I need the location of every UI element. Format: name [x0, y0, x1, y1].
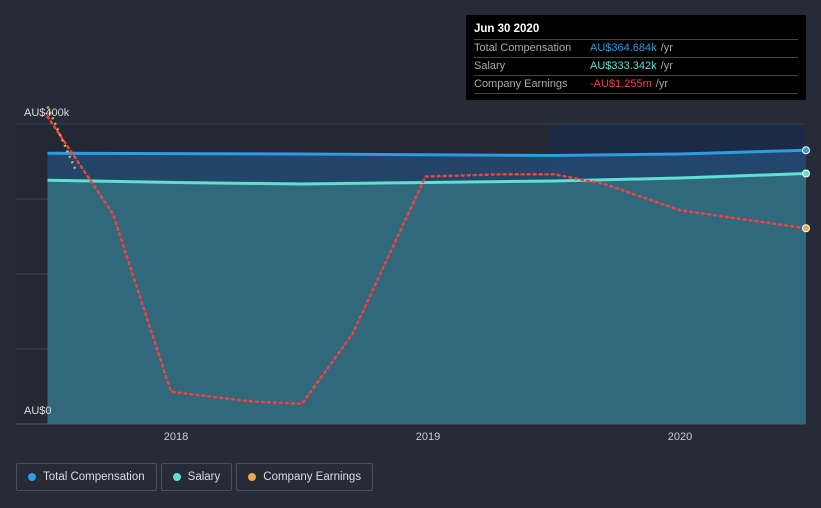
legend-dot-icon [172, 473, 181, 481]
tooltip-value: -AU$1.255m [590, 78, 652, 90]
tooltip-row-salary: Salary AU$333.342k/yr [474, 58, 798, 76]
salary-point [802, 169, 810, 178]
x-tick-label: 2018 [163, 431, 189, 443]
tooltip-label: Salary [474, 60, 506, 72]
tooltip-row-earnings: Company Earnings -AU$1.255m/yr [474, 76, 798, 94]
legend-dot-icon [28, 473, 36, 481]
tooltip-label: Company Earnings [474, 78, 568, 90]
legend-label: Salary [187, 471, 221, 483]
legend-label: Company Earnings [263, 471, 362, 483]
x-tick-label: 2020 [667, 431, 693, 443]
total-compensation-line [47, 148, 807, 158]
legend: Total Compensation Salary Company Earnin… [16, 463, 374, 491]
legend-company-earnings[interactable]: Company Earnings [236, 463, 374, 491]
tooltip-value: AU$364.684k [590, 42, 657, 54]
x-tick-label: 2019 [415, 431, 441, 443]
legend-dot-icon [248, 473, 257, 481]
legend-total-compensation[interactable]: Total Compensation [16, 463, 157, 491]
tooltip-unit: /yr [660, 42, 673, 54]
salary-area [47, 173, 807, 424]
total-compensation-point [802, 146, 810, 155]
y-tick-label: AU$400k [24, 107, 70, 119]
tooltip-row-total: Total Compensation AU$364.684k/yr [474, 40, 798, 58]
tooltip-unit: /yr [660, 60, 673, 72]
y-tick-label: AU$0 [24, 405, 52, 417]
legend-label: Total Compensation [43, 471, 145, 483]
company-earnings-line [46, 115, 808, 406]
legend-salary[interactable]: Salary [160, 463, 233, 491]
tooltip-value: AU$333.342k [590, 60, 657, 72]
tooltip: Jun 30 2020 Total Compensation AU$364.684… [466, 15, 806, 100]
tooltip-label: Total Compensation [474, 42, 572, 54]
tooltip-unit: /yr [655, 78, 668, 90]
tooltip-date: Jun 30 2020 [474, 23, 798, 40]
salary-line [47, 172, 807, 186]
company-earnings-point [802, 224, 810, 233]
